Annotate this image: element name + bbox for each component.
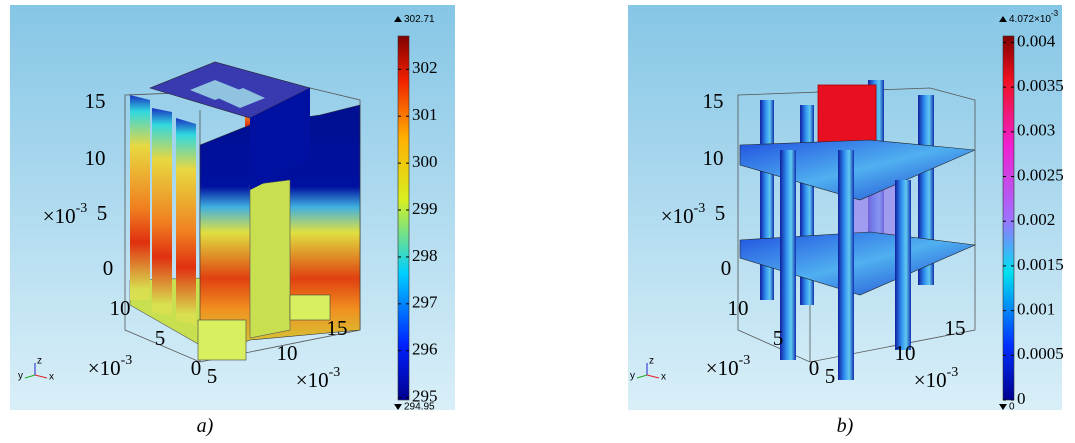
x-tick-label: 10 <box>895 341 916 365</box>
x-multiplier-base: ×10 <box>914 368 947 392</box>
z-tick-label: 15 <box>703 89 724 113</box>
triad-label: z <box>37 356 42 367</box>
colorbar-tick-label: 0.0035 <box>1017 76 1064 95</box>
colorbar-tick-label: 0.0015 <box>1017 255 1064 274</box>
z-tick-label: 0 <box>721 256 732 280</box>
z-tick-label: 10 <box>85 146 106 170</box>
caption: b) <box>837 415 854 437</box>
y-tick-label: 10 <box>110 296 131 320</box>
colorbar-tick-label: 302 <box>412 58 438 77</box>
max-base: 4.072×10 <box>1009 14 1051 25</box>
triad-label: x <box>49 372 54 383</box>
z-multiplier-base: ×10 <box>661 204 694 228</box>
colorbar-tick-label: 0.0005 <box>1017 344 1064 363</box>
caption: a) <box>197 415 214 437</box>
z-tick-label: 5 <box>715 201 726 225</box>
colorbar-tick-label: 297 <box>412 293 438 312</box>
x-multiplier-exponent: -3 <box>947 365 959 380</box>
max-base: 302.71 <box>404 14 435 25</box>
colorbar-min-label: 0 <box>1009 402 1015 413</box>
colorbar-tick-label: 0.0025 <box>1017 165 1064 184</box>
y-tick-label: 0 <box>191 356 202 380</box>
triad-label: y <box>18 371 23 382</box>
triad-label: z <box>649 356 654 367</box>
z-tick-label: 5 <box>97 201 108 225</box>
colorbar-max-label: 302.71 <box>404 14 435 25</box>
colorbar <box>1003 36 1014 400</box>
x-tick-label: 5 <box>207 364 218 388</box>
z-tick-label: 15 <box>85 89 106 113</box>
y-tick-label: 10 <box>728 296 749 320</box>
y-multiplier-exponent: -3 <box>739 353 751 368</box>
x-tick-label: 10 <box>277 341 298 365</box>
colorbar-tick-label: 296 <box>412 340 438 359</box>
colorbar-tick-label: 0 <box>1017 389 1026 408</box>
colorbar <box>398 36 409 400</box>
x-tick-label: 5 <box>825 364 836 388</box>
y-multiplier-base: ×10 <box>88 356 121 380</box>
y-tick-label: 5 <box>773 326 784 350</box>
y-multiplier-base: ×10 <box>706 356 739 380</box>
z-multiplier-base: ×10 <box>43 204 76 228</box>
z-tick-label: 10 <box>703 146 724 170</box>
colorbar-tick-label: 299 <box>412 199 438 218</box>
z-multiplier-exponent: -3 <box>694 201 706 216</box>
colorbar-tick-label: 301 <box>412 105 438 124</box>
figure: a) b) 295296297298299300301302302.71294.… <box>0 0 1075 443</box>
triad-label: x <box>661 372 666 383</box>
triad-label: y <box>630 371 635 382</box>
y-tick-label: 0 <box>809 356 820 380</box>
colorbar-min-label: 294.95 <box>404 402 435 413</box>
z-tick-label: 0 <box>103 256 114 280</box>
colorbar-tick-label: 0.003 <box>1017 121 1055 140</box>
x-multiplier-base: ×10 <box>296 368 329 392</box>
z-multiplier-exponent: -3 <box>76 201 88 216</box>
colorbar-tick-label: 298 <box>412 246 438 265</box>
max-exponent: -3 <box>1051 9 1059 18</box>
x-tick-label: 15 <box>327 316 348 340</box>
colorbar-tick-label: 0.004 <box>1017 31 1056 50</box>
colorbar-tick-label: 0.002 <box>1017 210 1055 229</box>
colorbar-tick-label: 0.001 <box>1017 300 1055 319</box>
colorbar-tick-label: 300 <box>412 152 438 171</box>
x-tick-label: 15 <box>945 316 966 340</box>
y-multiplier-exponent: -3 <box>121 353 133 368</box>
x-multiplier-exponent: -3 <box>329 365 341 380</box>
y-tick-label: 5 <box>155 326 166 350</box>
